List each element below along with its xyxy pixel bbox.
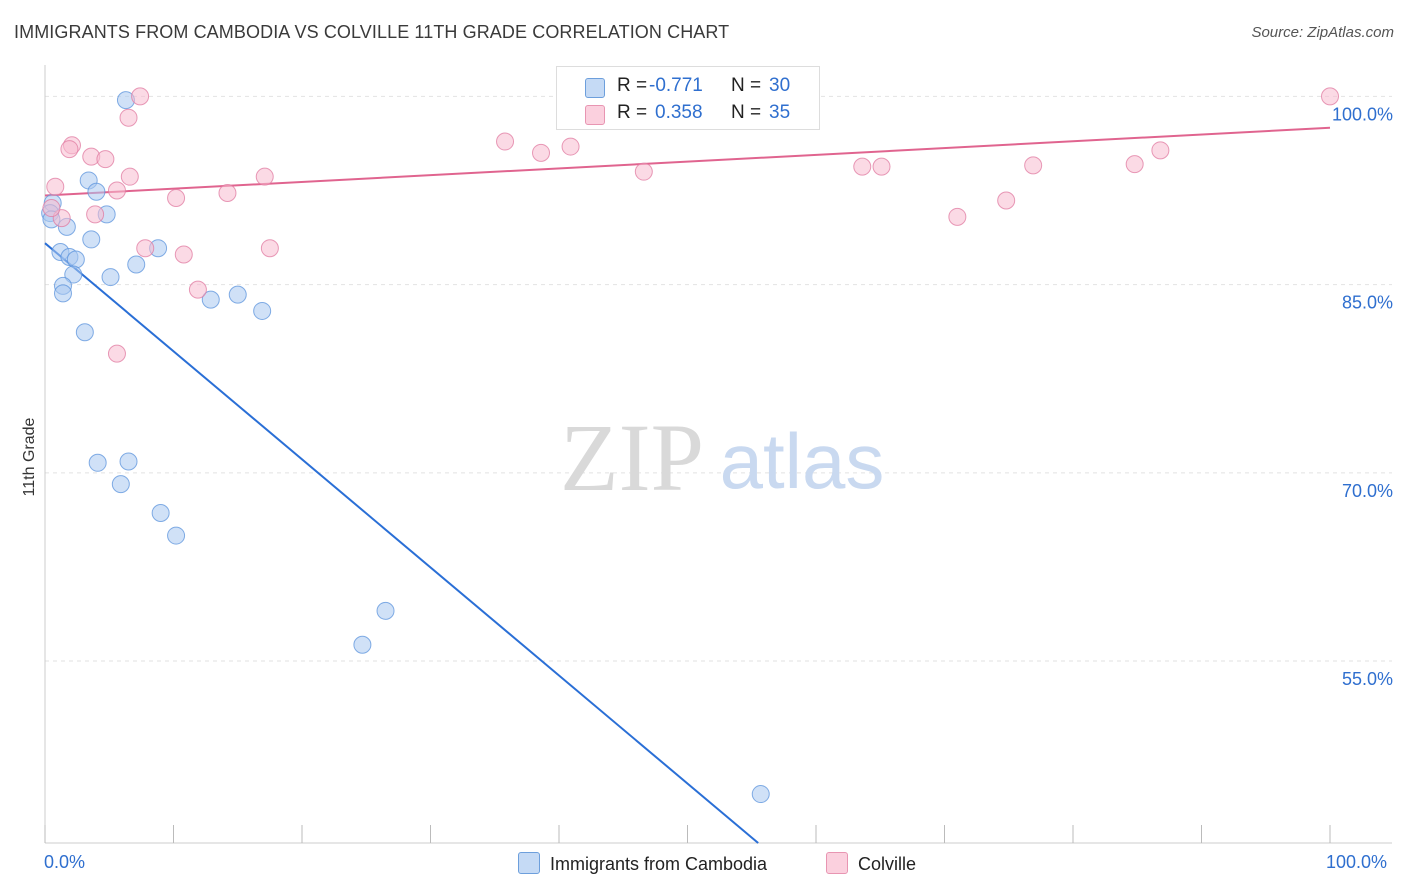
watermark-atlas: atlas (720, 417, 885, 505)
trend-lines (44, 126, 1331, 844)
bottom-legend-label-colville: Colville (858, 854, 917, 874)
legend-r-value: -0.771 (649, 75, 703, 96)
colville-point (853, 157, 872, 176)
colville-point (634, 162, 653, 181)
legend-n-value: 35 (769, 102, 791, 123)
colville-point (496, 132, 515, 151)
legend-r-value: 0.358 (655, 102, 703, 123)
gridlines (45, 95, 1392, 662)
legend-swatch-cambodia (585, 78, 605, 98)
colville-point (997, 191, 1016, 210)
legend-swatch-colville (585, 105, 605, 125)
cambodia-point (82, 230, 101, 249)
cambodia-point (751, 785, 770, 804)
colville-point (107, 181, 126, 200)
colville-point (60, 140, 79, 159)
cambodia-point (167, 526, 186, 545)
colville-point (255, 167, 274, 186)
colville-point (872, 157, 891, 176)
cambodia-point (127, 255, 146, 274)
source-label: Source: ZipAtlas.com (1251, 24, 1394, 41)
cambodia-point (66, 250, 85, 269)
colville-point (119, 108, 138, 127)
colville-point (1321, 87, 1339, 106)
cambodia-point (119, 452, 138, 471)
axes (44, 65, 1392, 844)
cambodia-point (87, 182, 106, 201)
stats-legend: R = -0.771 N = 30 R = 0.358 N = 35 (556, 66, 820, 130)
watermark-zip: ZIP (560, 404, 704, 511)
cambodia-point (75, 323, 94, 342)
cambodia-point (111, 475, 130, 494)
bottom-legend-cambodia: Immigrants from Cambodia (518, 852, 767, 875)
colville-point (86, 205, 105, 224)
cambodia-point (64, 265, 83, 284)
x-tick-label-max: 100.0% (1326, 852, 1388, 872)
bottom-legend-colville: Colville (826, 852, 916, 875)
colville-point (46, 177, 65, 196)
chart-title: IMMIGRANTS FROM CAMBODIA VS COLVILLE 11T… (14, 22, 730, 42)
cambodia-point (253, 301, 272, 320)
cambodia-point (228, 285, 247, 304)
colville-point (532, 143, 551, 162)
y-tick-label: 85.0% (1342, 293, 1393, 313)
y-tick-labels: 100.0% 85.0% 70.0% 55.0% (1332, 104, 1393, 689)
cambodia-point (201, 290, 220, 309)
colville-point (174, 245, 193, 264)
colville-point (948, 207, 967, 226)
legend-n-value: 30 (769, 75, 791, 96)
cambodia-trend-line (44, 242, 759, 844)
cambodia-point (353, 635, 372, 654)
bottom-legend-label-cambodia: Immigrants from Cambodia (550, 854, 768, 874)
cambodia-point (376, 601, 395, 620)
colville-point (1024, 156, 1043, 175)
legend-r-label: R = (617, 75, 648, 96)
y-tick-label: 100.0% (1332, 104, 1393, 124)
cambodia-point (151, 503, 170, 522)
cambodia-point (53, 284, 72, 303)
colville-point (561, 137, 580, 156)
colville-point (131, 87, 150, 106)
colville-trend-line (44, 126, 1331, 197)
y-axis-label: 11th Grade (21, 417, 38, 497)
colville-point (136, 239, 155, 258)
legend-n-label: N = (731, 75, 762, 96)
legend-r-label: R = (617, 102, 648, 123)
colville-point (1151, 141, 1170, 160)
colville-point (188, 280, 207, 299)
colville-point (218, 183, 237, 202)
colville-point (167, 189, 186, 208)
data-points (41, 87, 1339, 804)
cambodia-point (101, 268, 120, 287)
colville-point (42, 199, 61, 218)
x-tick-label-min: 0.0% (44, 852, 86, 872)
y-tick-label: 70.0% (1342, 481, 1393, 501)
y-tick-label: 55.0% (1342, 669, 1393, 689)
bottom-legend-swatch-colville (826, 852, 848, 874)
bottom-legend-swatch-cambodia (518, 852, 540, 874)
colville-point (96, 150, 115, 169)
legend-n-label: N = (731, 102, 762, 123)
colville-point (1125, 155, 1144, 174)
cambodia-point (88, 453, 107, 472)
colville-point (107, 344, 126, 363)
colville-point (260, 239, 279, 258)
colville-point (120, 167, 139, 186)
